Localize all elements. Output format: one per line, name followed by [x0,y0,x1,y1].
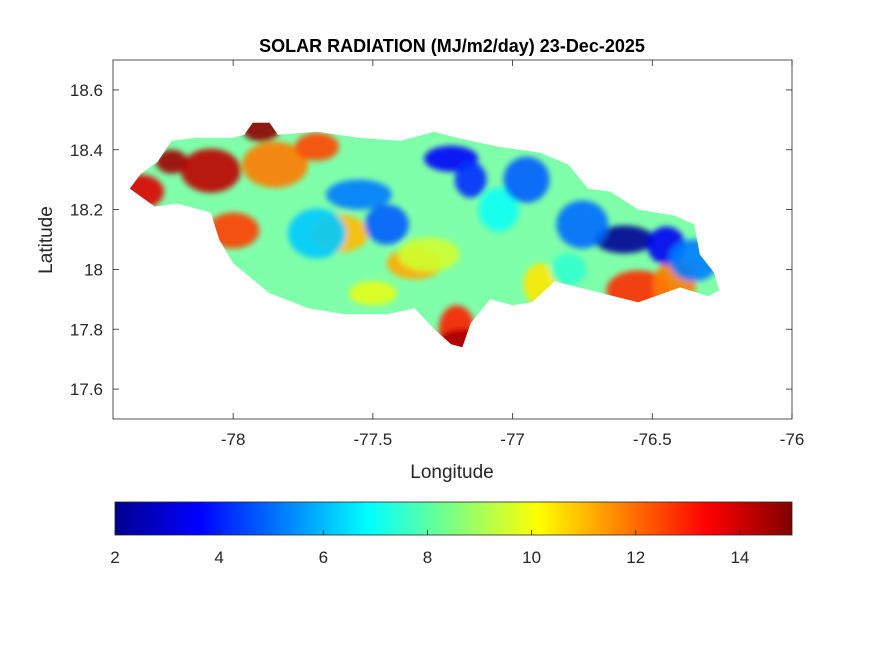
colorbar-tick-label: 8 [423,548,432,567]
radiation-patch [556,200,609,249]
radiation-patch [207,212,260,249]
y-axis-ticks: 17.6 17.8 18 18.2 18.4 18.6 [70,81,792,399]
radiation-patch [503,156,550,203]
plot-frame [112,59,793,420]
x-tick-label: -77 [500,430,525,449]
y-tick-label: 18.2 [70,201,103,220]
colorbar-tick-label: 12 [626,548,645,567]
colorbar-tick-label: 10 [522,548,541,567]
x-tick-label: -78 [221,430,246,449]
chart-title: SOLAR RADIATION (MJ/m2/day) 23-Dec-2025 [259,36,645,56]
colorbar-tick-label: 6 [319,548,328,567]
radiation-patch [129,174,164,209]
radiation-patch [348,281,397,306]
radiation-patch [242,122,281,142]
y-axis-label: Latitude [36,206,57,274]
radiation-patch [397,237,460,272]
x-tick-label: -76 [780,430,805,449]
radiation-patch [242,141,309,188]
colorbar-tick-label: 2 [110,548,119,567]
colorbar-gradient [114,501,793,536]
radiation-patch [478,187,519,232]
y-tick-label: 17.8 [70,320,103,339]
colorbar-tick-label: 14 [730,548,749,567]
y-tick-label: 18.4 [70,141,103,160]
y-tick-label: 18.6 [70,81,103,100]
radiation-patch [594,225,655,254]
radiation-patch [454,161,487,198]
radiation-patch [155,149,188,174]
radiation-patch [180,148,241,193]
x-tick-label: -76.5 [633,430,672,449]
radiation-patch [550,253,587,286]
x-axis-label: Longitude [410,462,493,483]
radiation-patch [295,132,339,161]
colorbar-ticks: 2 4 6 8 10 12 14 [110,530,749,567]
radiation-patch [364,204,409,245]
colorbar: 2 4 6 8 10 12 14 [110,501,793,567]
y-tick-label: 18 [84,260,103,279]
radiation-patch [288,208,346,259]
y-tick-label: 17.6 [70,380,103,399]
x-axis-ticks: -78 -77.5 -77 -76.5 -76 [221,60,804,449]
x-tick-label: -77.5 [353,430,392,449]
radiation-patch [325,179,392,210]
map-axes: -78 -77.5 -77 -76.5 -76 17.6 17.8 18 18.2 18.4 18… [70,59,804,449]
colorbar-tick-label: 4 [214,548,223,567]
